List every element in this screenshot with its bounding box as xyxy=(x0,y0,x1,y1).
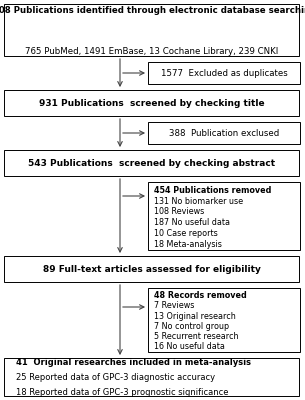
FancyBboxPatch shape xyxy=(4,256,299,282)
Text: 25 Reported data of GPC-3 diagnostic accuracy: 25 Reported data of GPC-3 diagnostic acc… xyxy=(16,373,215,382)
FancyBboxPatch shape xyxy=(4,90,299,116)
Text: 10 Case reports: 10 Case reports xyxy=(154,229,218,238)
Text: 18 Reported data of GPC-3 prognostic significance: 18 Reported data of GPC-3 prognostic sig… xyxy=(16,388,228,398)
Text: 48 Records removed: 48 Records removed xyxy=(154,291,247,300)
FancyBboxPatch shape xyxy=(148,288,300,352)
FancyBboxPatch shape xyxy=(4,4,299,56)
Text: 41  Original researches included in meta-analysis: 41 Original researches included in meta-… xyxy=(16,358,251,367)
Text: 388  Publication exclused: 388 Publication exclused xyxy=(169,128,279,138)
Text: 131 No biomarker use: 131 No biomarker use xyxy=(154,196,243,206)
Text: 5 Recurrent research: 5 Recurrent research xyxy=(154,332,239,341)
Text: 18 Meta-analysis: 18 Meta-analysis xyxy=(154,240,222,249)
FancyBboxPatch shape xyxy=(148,122,300,144)
Text: 108 Reviews: 108 Reviews xyxy=(154,208,204,216)
Text: 2508 Publications identified through electronic database searching: 2508 Publications identified through ele… xyxy=(0,6,305,15)
Text: 7 Reviews: 7 Reviews xyxy=(154,302,195,310)
Text: 931 Publications  screened by checking title: 931 Publications screened by checking ti… xyxy=(39,98,264,108)
Text: 13 Original research: 13 Original research xyxy=(154,312,236,321)
Text: 765 PubMed, 1491 EmBase, 13 Cochane Library, 239 CNKI: 765 PubMed, 1491 EmBase, 13 Cochane Libr… xyxy=(25,47,278,56)
Text: 1577  Excluded as duplicates: 1577 Excluded as duplicates xyxy=(161,68,287,78)
Text: 543 Publications  screened by checking abstract: 543 Publications screened by checking ab… xyxy=(28,158,275,168)
FancyBboxPatch shape xyxy=(148,182,300,250)
FancyBboxPatch shape xyxy=(4,358,299,396)
Text: 7 No control group: 7 No control group xyxy=(154,322,229,331)
Text: 454 Publications removed: 454 Publications removed xyxy=(154,186,271,195)
Text: 89 Full-text articles assessed for eligibility: 89 Full-text articles assessed for eligi… xyxy=(43,264,260,274)
FancyBboxPatch shape xyxy=(4,150,299,176)
FancyBboxPatch shape xyxy=(148,62,300,84)
Text: 16 No useful data: 16 No useful data xyxy=(154,342,225,351)
Text: 187 No useful data: 187 No useful data xyxy=(154,218,230,227)
